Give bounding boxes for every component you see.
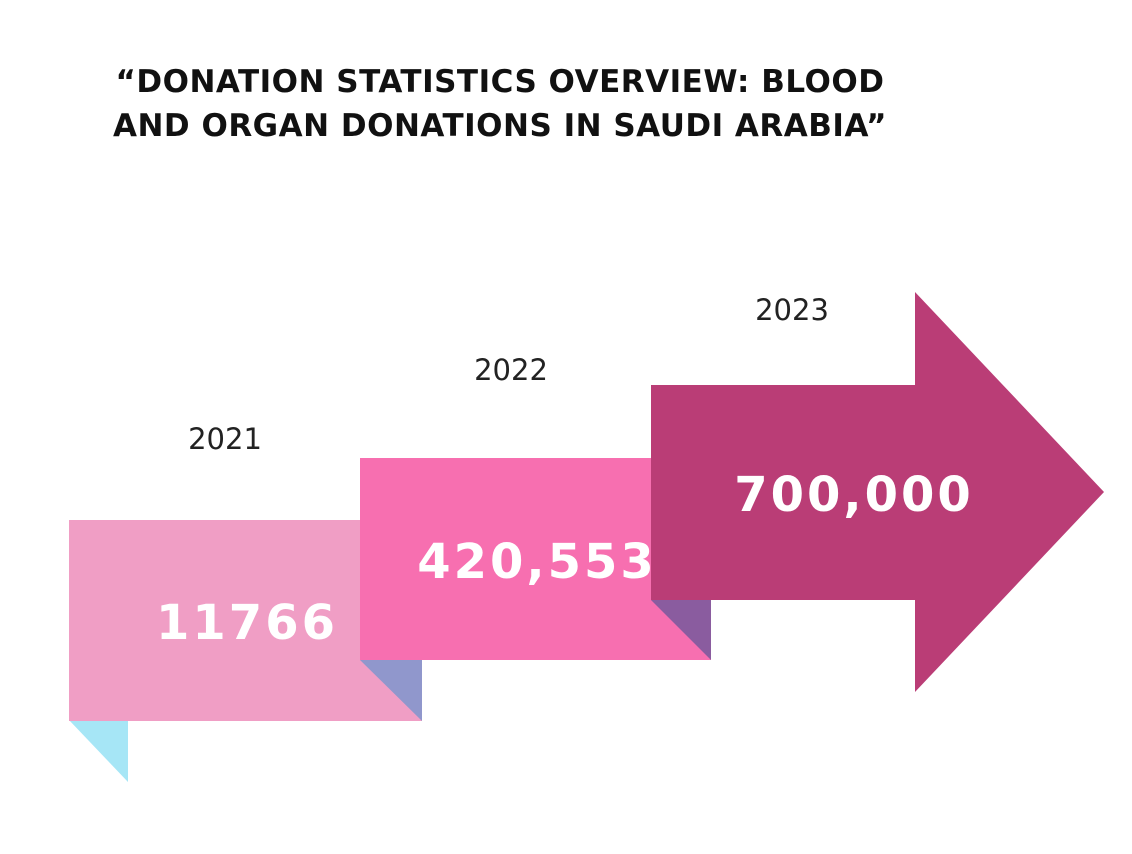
page-title: “DONATION STATISTICS OVERVIEW: BLOOD AND… xyxy=(60,60,940,148)
year-label-2021: 2021 xyxy=(188,422,262,456)
step-2023-arrow xyxy=(651,292,1104,692)
title-line-2: AND ORGAN DONATIONS IN SAUDI ARABIA” xyxy=(113,108,887,144)
step-2023-fold xyxy=(651,600,711,660)
year-label-2023: 2023 xyxy=(755,293,829,327)
value-2023: 700,000 xyxy=(734,467,974,523)
value-2021: 11766 xyxy=(156,595,338,651)
step-2021-fold xyxy=(69,720,128,782)
step-2022-fold xyxy=(360,660,422,721)
title-line-1: “DONATION STATISTICS OVERVIEW: BLOOD xyxy=(115,64,885,100)
value-2022: 420,553 xyxy=(417,534,657,590)
year-label-2022: 2022 xyxy=(474,353,548,387)
